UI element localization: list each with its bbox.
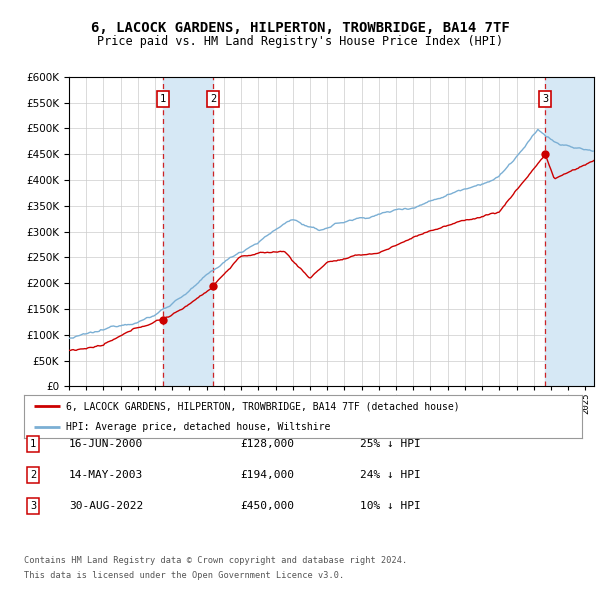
Text: 30-AUG-2022: 30-AUG-2022 — [69, 502, 143, 511]
Text: 25% ↓ HPI: 25% ↓ HPI — [360, 439, 421, 448]
Text: 6, LACOCK GARDENS, HILPERTON, TROWBRIDGE, BA14 7TF (detached house): 6, LACOCK GARDENS, HILPERTON, TROWBRIDGE… — [66, 401, 460, 411]
Text: 10% ↓ HPI: 10% ↓ HPI — [360, 502, 421, 511]
Text: 1: 1 — [160, 94, 166, 104]
Text: 6, LACOCK GARDENS, HILPERTON, TROWBRIDGE, BA14 7TF: 6, LACOCK GARDENS, HILPERTON, TROWBRIDGE… — [91, 21, 509, 35]
Text: £194,000: £194,000 — [240, 470, 294, 480]
Text: 2: 2 — [210, 94, 216, 104]
Text: This data is licensed under the Open Government Licence v3.0.: This data is licensed under the Open Gov… — [24, 571, 344, 580]
Text: HPI: Average price, detached house, Wiltshire: HPI: Average price, detached house, Wilt… — [66, 422, 330, 432]
Bar — [163, 77, 213, 386]
Text: 2: 2 — [30, 470, 36, 480]
Text: £128,000: £128,000 — [240, 439, 294, 448]
Text: Contains HM Land Registry data © Crown copyright and database right 2024.: Contains HM Land Registry data © Crown c… — [24, 556, 407, 565]
Text: 1: 1 — [30, 439, 36, 448]
Text: 24% ↓ HPI: 24% ↓ HPI — [360, 470, 421, 480]
Text: 14-MAY-2003: 14-MAY-2003 — [69, 470, 143, 480]
Text: 3: 3 — [542, 94, 548, 104]
Text: Price paid vs. HM Land Registry's House Price Index (HPI): Price paid vs. HM Land Registry's House … — [97, 35, 503, 48]
Text: 3: 3 — [30, 502, 36, 511]
Bar — [545, 77, 594, 386]
Text: £450,000: £450,000 — [240, 502, 294, 511]
Text: 16-JUN-2000: 16-JUN-2000 — [69, 439, 143, 448]
